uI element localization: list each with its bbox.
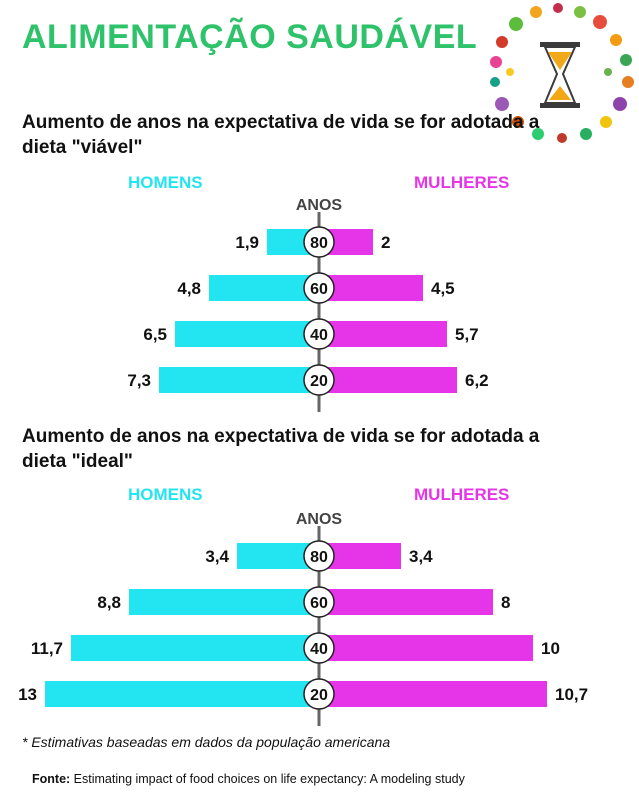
age-marker (303, 540, 335, 572)
bar-men (209, 275, 319, 301)
chart-svg: HOMENS MULHERES ANOS 80 3,4 3,4 60 8,8 8 40 11,7 10… (18, 485, 588, 726)
value-label-women: 10 (541, 639, 560, 658)
age-marker (303, 586, 335, 618)
age-label: 40 (310, 641, 328, 658)
source-label: Fonte: (32, 772, 71, 786)
age-label: 60 (310, 281, 328, 298)
hourglass-food-wreath-icon (490, 3, 634, 143)
bar-men (45, 681, 319, 707)
right-group-label: MULHERES (414, 173, 509, 192)
chart-viavel: Aumento de anos na expectativa de vida s… (0, 110, 639, 420)
value-label-men: 6,5 (143, 325, 167, 344)
bar-men (129, 589, 319, 615)
left-group-label: HOMENS (128, 485, 203, 504)
value-label-men: 7,3 (127, 371, 151, 390)
value-label-women: 3,4 (409, 547, 433, 566)
age-marker (303, 318, 335, 350)
chart-ideal: Aumento de anos na expectativa de vida s… (0, 424, 639, 730)
value-label-men: 13 (18, 685, 37, 704)
age-marker (303, 364, 335, 396)
left-group-label: HOMENS (128, 173, 203, 192)
footnote: * Estimativas baseadas em dados da popul… (22, 734, 391, 750)
bar-women (319, 321, 447, 347)
value-label-men: 11,7 (31, 639, 63, 658)
bar-women (319, 367, 457, 393)
age-marker (303, 272, 335, 304)
value-label-men: 3,4 (205, 547, 229, 566)
value-label-men: 4,8 (177, 279, 201, 298)
age-label: 80 (310, 549, 328, 566)
chart-svg: HOMENS MULHERES ANOS 80 1,9 2 60 4,8 4,5 40 6,5 5,7… (127, 173, 509, 412)
value-label-women: 10,7 (555, 685, 588, 704)
axis-label: ANOS (296, 511, 343, 528)
bar-women (319, 681, 547, 707)
value-label-men: 1,9 (235, 233, 259, 252)
chart-title: Aumento de anos na expectativa de vida s… (22, 112, 540, 158)
age-marker (303, 632, 335, 664)
source: Fonte: Estimating impact of food choices… (32, 772, 465, 786)
value-label-women: 4,5 (431, 279, 455, 298)
bar-women (319, 275, 423, 301)
value-label-women: 5,7 (455, 325, 479, 344)
bar-women (319, 635, 533, 661)
hourglass (540, 42, 580, 108)
food-wreath (490, 3, 634, 143)
value-label-women: 6,2 (465, 371, 489, 390)
bar-men (159, 367, 319, 393)
value-label-men: 8,8 (97, 593, 121, 612)
age-label: 80 (310, 235, 328, 252)
value-label-women: 8 (501, 593, 510, 612)
age-marker (303, 678, 335, 710)
age-marker (303, 226, 335, 258)
age-label: 60 (310, 595, 328, 612)
bar-men (175, 321, 319, 347)
age-label: 40 (310, 327, 328, 344)
bar-men (71, 635, 319, 661)
axis-label: ANOS (296, 197, 343, 214)
bar-women (319, 589, 493, 615)
right-group-label: MULHERES (414, 485, 509, 504)
age-label: 20 (310, 687, 328, 704)
source-text: Estimating impact of food choices on lif… (70, 772, 465, 786)
age-label: 20 (310, 373, 328, 390)
chart-title: Aumento de anos na expectativa de vida s… (22, 426, 540, 472)
value-label-women: 2 (381, 233, 390, 252)
main-title: ALIMENTAÇÃO SAUDÁVEL (22, 18, 478, 56)
